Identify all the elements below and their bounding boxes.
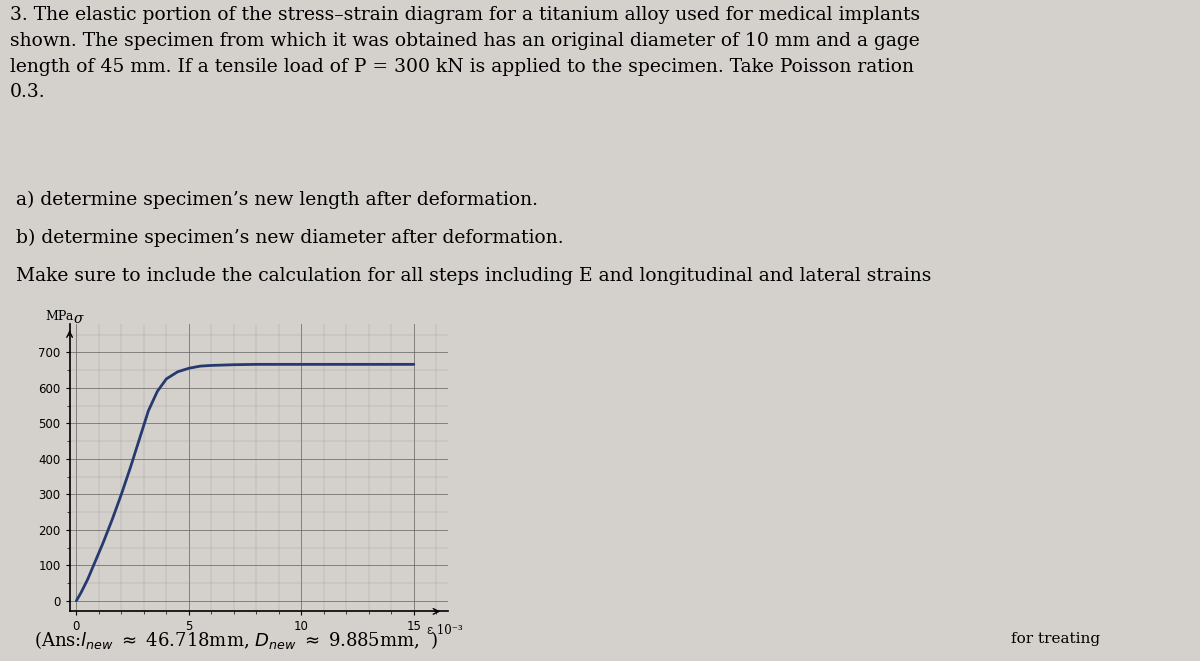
Text: 3. The elastic portion of the stress–strain diagram for a titanium alloy used fo: 3. The elastic portion of the stress–str… xyxy=(10,7,919,101)
Text: σ: σ xyxy=(74,312,84,326)
Text: a) determine specimen’s new length after deformation.: a) determine specimen’s new length after… xyxy=(10,190,538,209)
Text: MPa: MPa xyxy=(46,309,74,323)
Text: b) determine specimen’s new diameter after deformation.: b) determine specimen’s new diameter aft… xyxy=(10,229,563,247)
Text: (Ans:$l_{new}$ $\approx$ 46.718mm, $D_{new}$ $\approx$ 9.885mm,  ): (Ans:$l_{new}$ $\approx$ 46.718mm, $D_{n… xyxy=(34,629,438,651)
Text: Make sure to include the calculation for all steps including E and longitudinal : Make sure to include the calculation for… xyxy=(10,266,931,284)
Text: for treating: for treating xyxy=(1012,633,1100,646)
Text: ε 10⁻³: ε 10⁻³ xyxy=(427,625,463,637)
